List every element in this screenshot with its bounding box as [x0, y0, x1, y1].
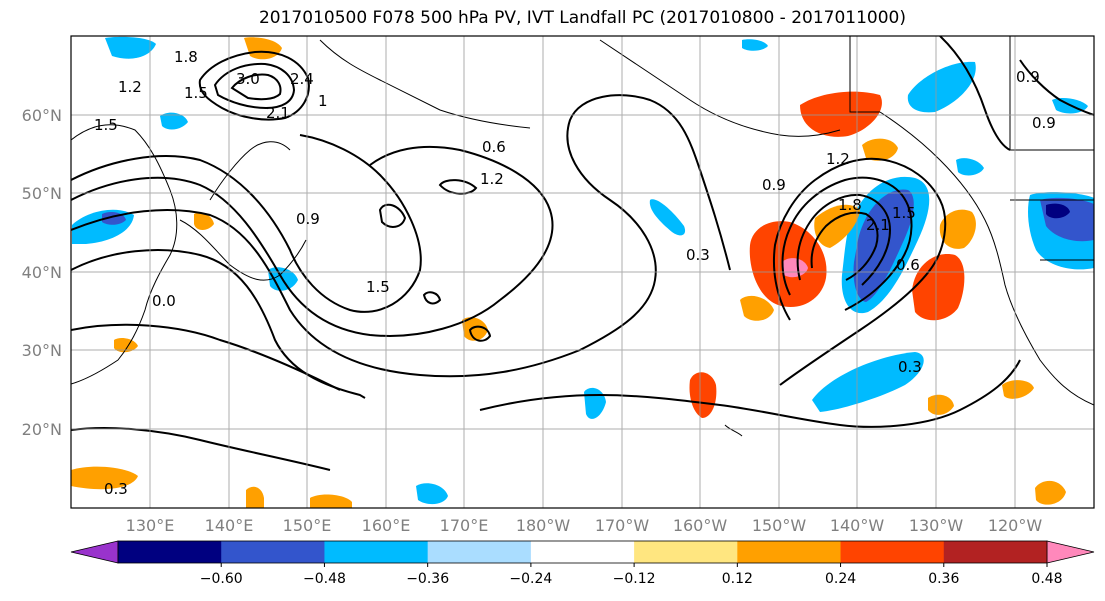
shade-positive: [814, 204, 860, 248]
map-title: 2017010500 F078 500 hPa PV, IVT Landfall…: [258, 8, 906, 28]
contour-label: 0.0: [152, 292, 176, 310]
shade-positive: [928, 394, 954, 415]
lon-label: 120°W: [988, 516, 1043, 535]
shade-positive: [114, 338, 138, 353]
latitude-labels: 60°N 50°N 40°N 30°N 20°N: [22, 106, 62, 439]
colorbar-segment: [118, 541, 222, 563]
colorbar-tick-label: 0.24: [825, 571, 856, 587]
ivt-shading: [71, 36, 1094, 508]
contour-label: 1: [318, 92, 328, 110]
lon-label: 140°W: [830, 516, 885, 535]
shade-negative: [416, 483, 448, 505]
contour-label: 0.9: [1016, 68, 1040, 86]
pv-contours: [71, 36, 1094, 471]
shade-positive: [939, 209, 976, 249]
colorbar-segment: [943, 541, 1048, 563]
shade-negative: [160, 112, 188, 130]
shade-positive: [689, 372, 717, 418]
colorbar: −0.60 −0.48 −0.36 −0.24 −0.12 0.12 0.24 0.36 0.4…: [70, 540, 1095, 587]
lon-label: 130°E: [126, 516, 175, 535]
colorbar-extend-max: [1046, 540, 1095, 564]
shade-negative: [742, 39, 768, 51]
contour-label: 0.6: [482, 138, 506, 156]
contour-label: 0.9: [296, 210, 320, 228]
lat-label: 40°N: [22, 263, 62, 282]
lon-label: 140°E: [205, 516, 254, 535]
colorbar-segment: [737, 541, 842, 563]
shade-positive: [462, 317, 488, 341]
colorbar-segment: [324, 541, 429, 563]
shade-negative: [105, 36, 156, 59]
shade-positive: [246, 486, 264, 508]
contour-label: 1.2: [480, 170, 504, 188]
colorbar-tick-label: 0.36: [928, 571, 959, 587]
map-border: [70, 35, 1095, 509]
lon-label: 170°W: [595, 516, 650, 535]
lat-label: 50°N: [22, 184, 62, 203]
contour-label: 1.2: [826, 150, 850, 168]
colorbar-extend-min: [70, 540, 119, 564]
shade-positive: [740, 295, 774, 321]
contour-label: 1.5: [94, 116, 118, 134]
contour-label: 1.5: [184, 84, 208, 102]
shade-negative: [956, 158, 984, 176]
graticule: [71, 36, 1094, 508]
lon-label: 130°W: [909, 516, 964, 535]
shade-negative: [907, 61, 976, 113]
contour-label: 0.9: [762, 176, 786, 194]
contour-label: 1.8: [174, 48, 198, 66]
contour-label: 3.0: [236, 70, 260, 88]
contour-label: 2.1: [266, 104, 290, 122]
colorbar-segment: [840, 541, 945, 563]
contour-label: 0.6: [896, 256, 920, 274]
contour-label: 1.5: [892, 204, 916, 222]
shade-negative: [1046, 203, 1070, 219]
lat-label: 60°N: [22, 106, 62, 125]
lon-label: 180°W: [516, 516, 571, 535]
colorbar-segment: [427, 541, 532, 563]
colorbar-tick-label: −0.60: [200, 571, 243, 587]
lon-label: 160°W: [673, 516, 728, 535]
contour-label: 2.4: [290, 70, 314, 88]
colorbar-outline: [117, 540, 1048, 564]
colorbar-tick-label: 0.48: [1031, 571, 1062, 587]
shade-positive: [800, 91, 882, 137]
shade-positive: [912, 254, 965, 321]
shade-positive: [244, 37, 282, 60]
shade-positive: [1002, 380, 1034, 399]
contour-label: 0.3: [898, 358, 922, 376]
colorbar-tick-label: −0.48: [303, 571, 346, 587]
lon-label: 170°E: [440, 516, 489, 535]
shade-negative: [812, 352, 924, 412]
contour-label: 1.5: [366, 278, 390, 296]
lat-label: 20°N: [22, 420, 62, 439]
contour-label: 0.9: [1032, 114, 1056, 132]
shade-positive: [862, 138, 898, 161]
contour-labels: 1.2 1.5 1.8 2.1 3.0 2.4 1 0.6 1.2 0.9 1.…: [94, 48, 1056, 498]
shade-negative: [853, 189, 914, 302]
colorbar-tick-label: −0.24: [509, 571, 552, 587]
colorbar-tick-label: −0.12: [613, 571, 656, 587]
contour-label: 1.8: [838, 196, 862, 214]
shade-positive: [1035, 480, 1066, 505]
contour-label: 0.3: [686, 246, 710, 264]
lon-label: 160°E: [362, 516, 411, 535]
colorbar-segment: [530, 541, 635, 563]
colorbar-segment: [634, 541, 738, 563]
contour-label: 0.3: [104, 480, 128, 498]
colorbar-tick-label: 0.12: [722, 571, 753, 587]
lat-label: 30°N: [22, 341, 62, 360]
contour-label: 1.2: [118, 78, 142, 96]
shade-positive: [310, 494, 352, 508]
lon-label: 150°W: [752, 516, 807, 535]
shade-positive: [71, 466, 138, 490]
colorbar-tick-label: −0.36: [406, 571, 449, 587]
colorbar-segment: [221, 541, 325, 563]
longitude-labels: 130°E 140°E 150°E 160°E 170°E 180°W 170°…: [126, 516, 1043, 535]
lon-label: 150°E: [283, 516, 332, 535]
shade-negative: [649, 199, 686, 236]
shade-positive: [194, 212, 214, 230]
contour-label: 2.1: [866, 216, 890, 234]
